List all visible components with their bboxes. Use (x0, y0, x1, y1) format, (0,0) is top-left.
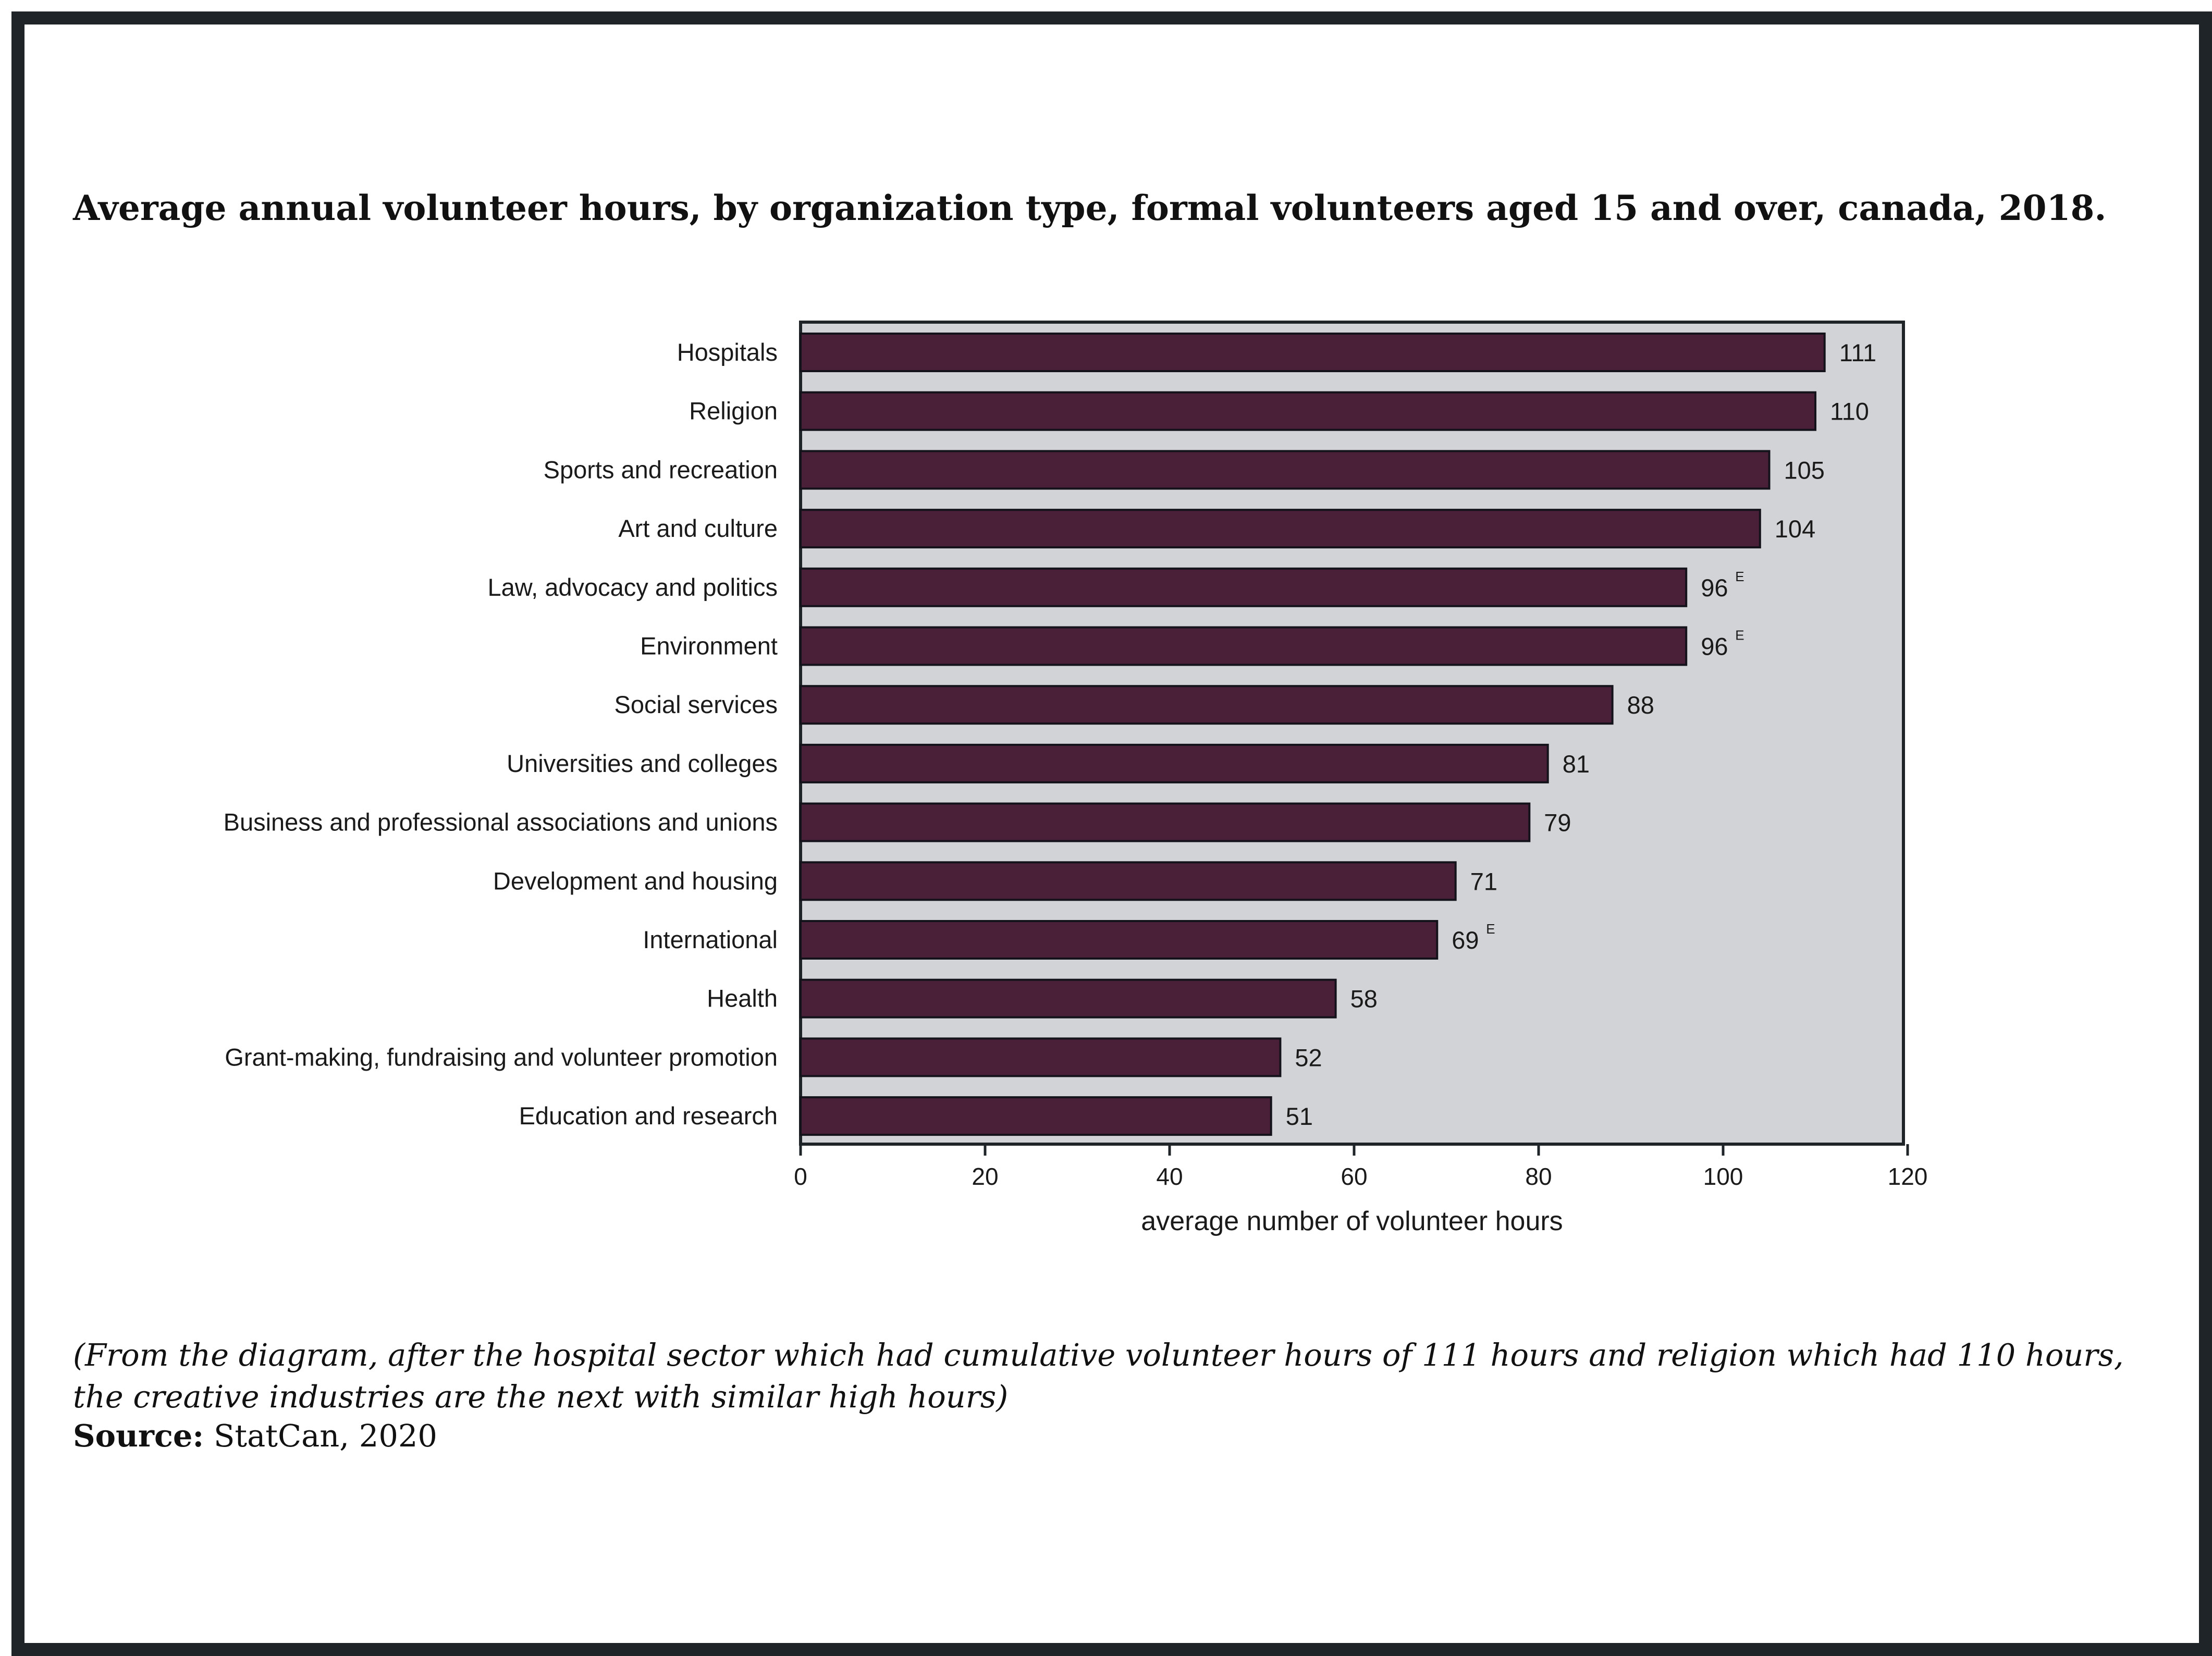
bar (800, 391, 1816, 431)
category-label: Social services (615, 691, 778, 718)
chart-title: Average annual volunteer hours, by organ… (73, 188, 2107, 228)
estimate-flag: E (1486, 921, 1495, 937)
x-tick-label: 80 (1525, 1163, 1552, 1190)
bar (800, 978, 1337, 1019)
category-label: Hospitals (677, 338, 778, 366)
bar (800, 920, 1439, 960)
source-text: StatCan, 2020 (213, 1418, 437, 1454)
bar (800, 1037, 1282, 1077)
data-label: 111 (1839, 339, 1876, 366)
source-line: Source: StatCan, 2020 (73, 1418, 437, 1454)
bar (800, 743, 1549, 783)
x-tick-label: 20 (972, 1163, 998, 1190)
x-tick-label: 40 (1156, 1163, 1183, 1190)
data-label: 104 (1775, 515, 1815, 543)
x-tick-label: 120 (1888, 1163, 1928, 1190)
category-label: Health (707, 985, 778, 1012)
category-label: Sports and recreation (544, 456, 778, 483)
bar (800, 333, 1826, 372)
data-label: 81 (1563, 750, 1590, 778)
category-label: Environment (640, 632, 778, 660)
bar (800, 567, 1688, 607)
category-label: Development and housing (493, 867, 778, 894)
category-label: Universities and colleges (507, 750, 778, 777)
estimate-flag: E (1735, 628, 1744, 643)
category-label: Education and research (519, 1102, 778, 1130)
data-label: 110 (1830, 398, 1869, 425)
data-label: 51 (1286, 1102, 1313, 1130)
x-tick-label: 100 (1703, 1163, 1743, 1190)
bar (800, 1096, 1272, 1136)
bar (800, 626, 1688, 666)
bar (800, 802, 1531, 842)
category-label: Business and professional associations a… (224, 808, 778, 836)
category-label: Religion (689, 397, 778, 425)
plot-area (799, 321, 1905, 1146)
data-label: 96 (1701, 633, 1728, 660)
source-label: Source: (73, 1418, 204, 1454)
data-label: 105 (1784, 456, 1825, 484)
data-label: 96 (1701, 574, 1728, 602)
category-label: Grant-making, fundraising and volunteer … (225, 1043, 778, 1071)
bar (800, 509, 1761, 549)
data-label: 71 (1470, 867, 1497, 895)
data-label: 52 (1295, 1044, 1322, 1071)
category-label: International (643, 926, 778, 953)
x-tick-label: 60 (1341, 1163, 1367, 1190)
data-label: 58 (1350, 985, 1378, 1013)
estimate-flag: E (1735, 569, 1744, 584)
x-tick-label: 0 (794, 1163, 807, 1190)
category-label: Art and culture (618, 514, 778, 542)
chart-note: (From the diagram, after the hospital se… (73, 1337, 2124, 1415)
category-label: Law, advocacy and politics (488, 573, 778, 601)
data-label: 79 (1544, 809, 1571, 837)
bar (800, 861, 1457, 901)
bar (800, 685, 1614, 725)
x-axis-title: average number of volunteer hours (1141, 1206, 1563, 1236)
data-label: 88 (1627, 691, 1654, 719)
data-label: 69 (1452, 926, 1479, 954)
bar (800, 450, 1771, 490)
